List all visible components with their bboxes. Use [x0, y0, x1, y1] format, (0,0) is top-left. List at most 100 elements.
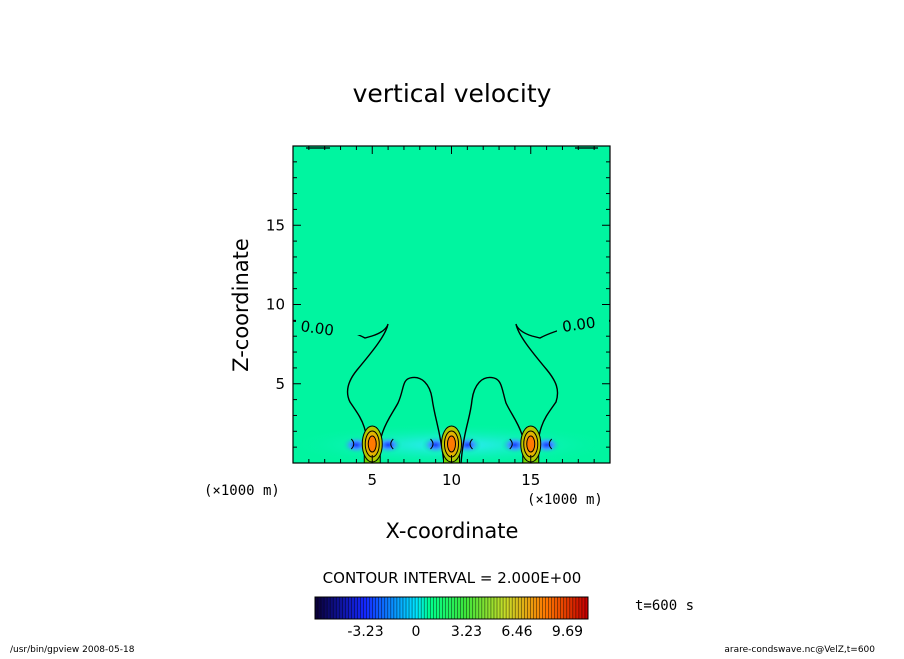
contour-interval-text: CONTOUR INTERVAL = 2.000E+00	[323, 569, 582, 587]
colorbar-segment	[490, 597, 495, 619]
contour-label-bg-right	[557, 313, 609, 333]
colorbar-segment	[527, 597, 531, 619]
colorbar-segment	[497, 597, 501, 619]
colorbar-segment	[584, 597, 589, 619]
colorbar-segment	[569, 597, 574, 619]
colorbar-segment	[548, 597, 552, 619]
colorbar-segment	[402, 597, 407, 619]
y-tick-label: 15	[266, 216, 285, 234]
colorbar-segment	[436, 597, 440, 619]
contour-label-left: 0.00	[299, 317, 335, 339]
colorbar-segment	[333, 597, 337, 619]
colorbar-segment	[348, 597, 352, 619]
colorbar-segment	[415, 597, 419, 619]
colorbar-segment	[336, 597, 340, 619]
colorbar-segment	[321, 597, 325, 619]
colorbar-segment	[457, 597, 461, 619]
colorbar-segment	[460, 597, 464, 619]
downdraft-contour	[469, 438, 473, 450]
colorbar-segment	[581, 597, 586, 619]
colorbar-segment	[327, 597, 331, 619]
colorbar-segment	[512, 597, 516, 619]
x-axis-label: X-coordinate	[386, 519, 519, 543]
colorbar-segment	[518, 597, 522, 619]
colorbar-segment	[399, 597, 404, 619]
colorbar-tick-label: 9.69	[552, 624, 583, 640]
updraft-core-inner	[526, 435, 536, 453]
colorbar-segment	[454, 597, 458, 619]
colorbar-segment	[357, 597, 361, 619]
colorbar-segment	[372, 597, 376, 619]
colorbar-segment	[384, 597, 389, 619]
colorbar-segment	[487, 597, 492, 619]
downdraft-contour	[430, 438, 434, 450]
colorbar-segment	[439, 597, 443, 619]
y-axis-unit: (×1000 m)	[527, 492, 603, 508]
colorbar-segment	[393, 597, 398, 619]
colorbar-segment	[563, 597, 568, 619]
x-tick-label: 15	[521, 471, 540, 489]
colorbar-segment	[478, 597, 483, 619]
colorbar-segment	[390, 597, 395, 619]
plot-area	[293, 146, 610, 463]
colorbar-segment	[354, 597, 358, 619]
colorbar-segment	[378, 597, 383, 619]
colorbar-segment	[424, 597, 428, 619]
colorbar-segment	[330, 597, 334, 619]
colorbar-segment	[503, 597, 507, 619]
colorbar-segment	[396, 597, 401, 619]
colorbar-segment	[524, 597, 528, 619]
footer-right: arare-condswave.nc@VelZ,t=600	[724, 645, 875, 654]
colorbar-segment	[545, 597, 549, 619]
colorbar-segment	[418, 597, 422, 619]
colorbar-segment	[472, 597, 477, 619]
colorbar-segment	[366, 597, 370, 619]
updraft-core-inner	[367, 435, 377, 453]
footer-left: /usr/bin/gpview 2008-05-18	[10, 645, 135, 654]
colorbar-segment	[421, 597, 425, 619]
colorbar-tick-label: 6.46	[501, 624, 532, 640]
colorbar-tick-label: 0	[412, 624, 421, 640]
colorbar-segment	[557, 597, 561, 619]
colorbar-segment	[521, 597, 525, 619]
colorbar-segment	[412, 597, 416, 619]
y-tick-label: 10	[266, 296, 285, 314]
colorbar-segment	[536, 597, 540, 619]
downdraft-contour	[548, 438, 553, 450]
time-label: t=600 s	[635, 598, 694, 614]
colorbar-segment	[363, 597, 367, 619]
colorbar-segment	[345, 597, 349, 619]
colorbar-segment	[406, 597, 410, 619]
colorbar-segment	[351, 597, 355, 619]
colorbar-segment	[575, 597, 580, 619]
colorbar-segment	[530, 597, 534, 619]
colorbar-segment	[566, 597, 571, 619]
colorbar	[314, 597, 589, 619]
colorbar-segment	[500, 597, 504, 619]
colorbar-segment	[484, 597, 489, 619]
colorbar-segment	[448, 597, 452, 619]
contour-label-right: 0.00	[561, 313, 597, 335]
colorbar-segment	[430, 597, 434, 619]
field-background	[293, 146, 610, 463]
updraft-core-inner	[447, 435, 456, 453]
colorbar-segment	[445, 597, 449, 619]
colorbar-segment	[427, 597, 431, 619]
x-tick-label: 10	[442, 471, 461, 489]
colorbar-segment	[360, 597, 364, 619]
x-axis-unit: (×1000 m)	[204, 483, 280, 499]
colorbar-segment	[433, 597, 437, 619]
colorbar-segment	[475, 597, 480, 619]
colorbar-segment	[578, 597, 583, 619]
colorbar-segment	[369, 597, 373, 619]
colorbar-segment	[506, 597, 510, 619]
colorbar-segment	[315, 597, 319, 619]
colorbar-segment	[324, 597, 328, 619]
colorbar-segment	[381, 597, 386, 619]
downdraft-contour	[509, 438, 513, 450]
y-axis-label: Z-coordinate	[229, 238, 253, 372]
colorbar-segment	[318, 597, 322, 619]
colorbar-segment	[551, 597, 555, 619]
